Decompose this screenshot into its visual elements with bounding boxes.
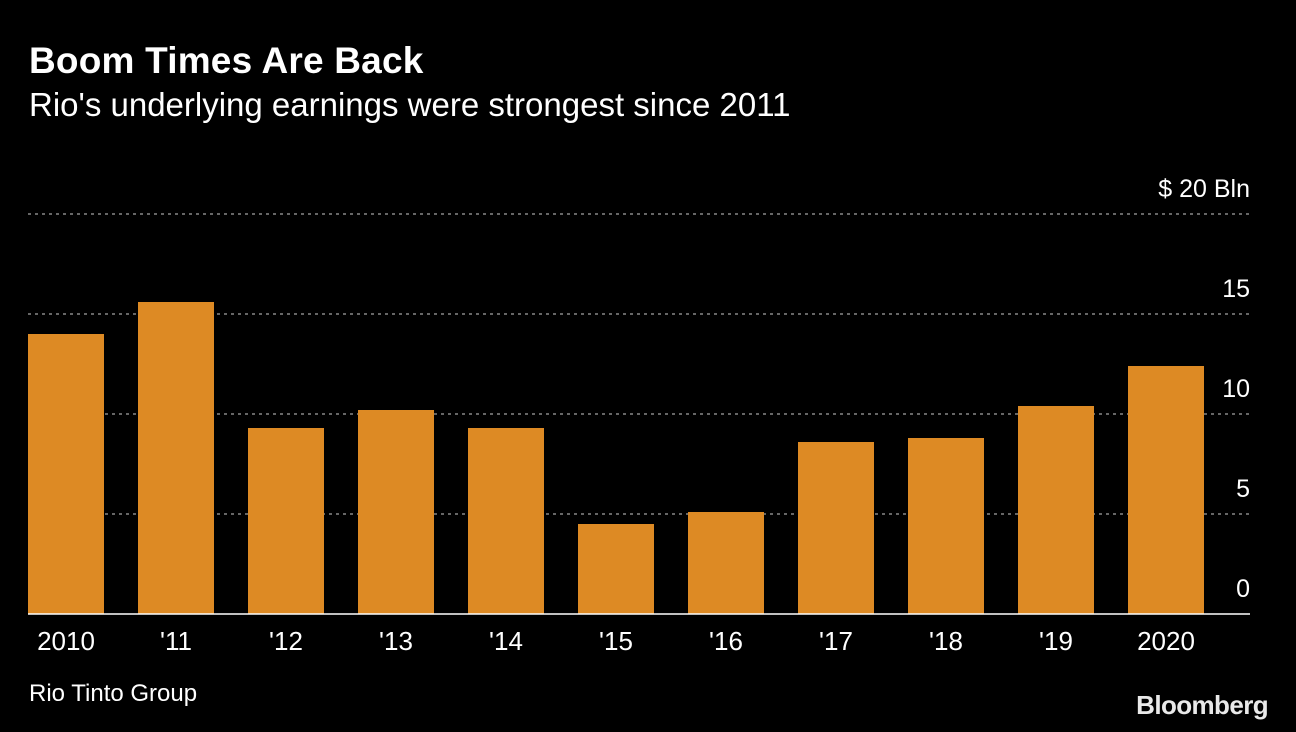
y-axis-tick-labels: 0 5 10 15 $ 20 Bln xyxy=(1158,175,1250,603)
chart-subtitle: Rio's underlying earnings were strongest… xyxy=(29,86,791,123)
bar-18 xyxy=(908,438,984,614)
bar-2010 xyxy=(28,334,104,614)
x-axis-tick-labels: 2010 '11 '12 '13 '14 '15 '16 '17 '18 '19 2020 xyxy=(37,626,1195,656)
x-tick-label-18: '18 xyxy=(929,626,963,656)
y-tick-label-20: $ 20 Bln xyxy=(1158,175,1250,203)
bars xyxy=(28,302,1204,614)
y-tick-label-0: 0 xyxy=(1236,575,1250,603)
x-tick-label-13: '13 xyxy=(379,626,413,656)
bar-16 xyxy=(688,512,764,614)
gridlines xyxy=(28,213,1250,515)
chart-title: Boom Times Are Back xyxy=(29,40,424,81)
y-tick-label-5: 5 xyxy=(1236,475,1250,503)
source-note: Rio Tinto Group xyxy=(29,680,198,707)
bar-13 xyxy=(358,410,434,614)
y-tick-label-10: 10 xyxy=(1222,375,1250,403)
x-tick-label-14: '14 xyxy=(489,626,523,656)
bar-15 xyxy=(578,524,654,614)
x-tick-label-11: '11 xyxy=(160,626,192,656)
bar-14 xyxy=(468,428,544,614)
bar-17 xyxy=(798,442,874,614)
bloomberg-logo: Bloomberg xyxy=(1136,690,1268,720)
x-tick-label-19: '19 xyxy=(1039,626,1073,656)
x-tick-label-2010: 2010 xyxy=(37,626,95,656)
bar-12 xyxy=(248,428,324,614)
y-tick-label-15: 15 xyxy=(1222,275,1250,303)
x-tick-label-16: '16 xyxy=(709,626,743,656)
bar-11 xyxy=(138,302,214,614)
x-tick-label-2020: 2020 xyxy=(1137,626,1195,656)
x-tick-label-17: '17 xyxy=(819,626,853,656)
bar-19 xyxy=(1018,406,1094,614)
x-tick-label-12: '12 xyxy=(269,626,303,656)
x-tick-label-15: '15 xyxy=(599,626,633,656)
bar-2020 xyxy=(1128,366,1204,614)
